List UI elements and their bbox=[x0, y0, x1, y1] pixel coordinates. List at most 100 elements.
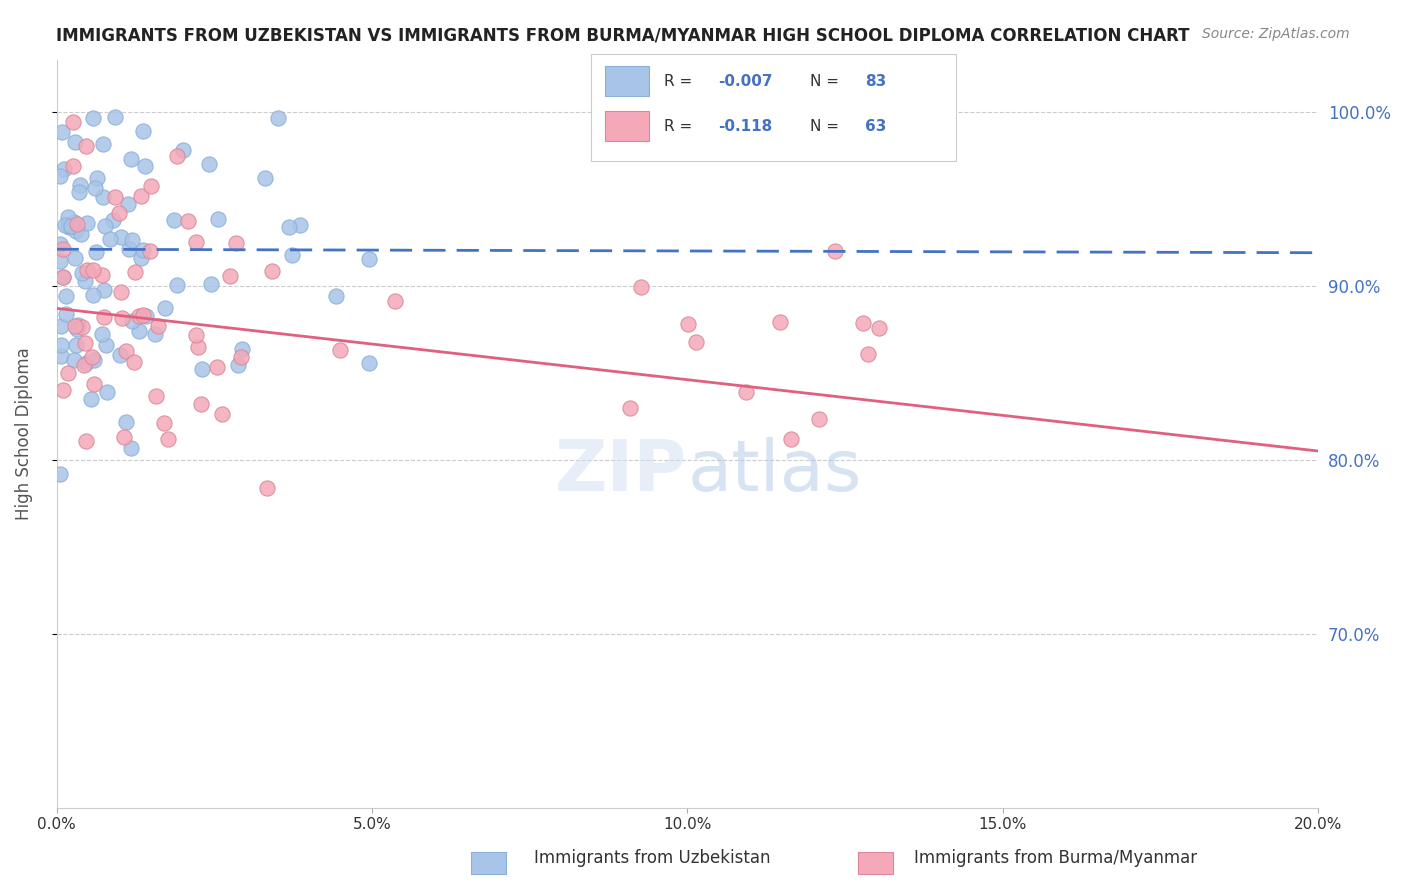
Point bbox=[107, 205, 129, 219]
Point bbox=[80, 392, 103, 407]
Point bbox=[117, 197, 139, 211]
Text: Immigrants from Uzbekistan: Immigrants from Uzbekistan bbox=[534, 849, 770, 867]
Point bbox=[118, 242, 141, 256]
Point bbox=[132, 308, 155, 322]
Point bbox=[75, 274, 97, 288]
Point bbox=[267, 111, 290, 125]
Point bbox=[52, 383, 75, 397]
Point bbox=[58, 366, 80, 380]
Point bbox=[84, 244, 107, 259]
Point bbox=[84, 181, 107, 195]
Text: -0.118: -0.118 bbox=[718, 119, 773, 134]
Point bbox=[186, 328, 208, 343]
Point bbox=[49, 236, 72, 251]
Point bbox=[166, 149, 188, 163]
Point bbox=[55, 307, 77, 321]
Point bbox=[65, 337, 87, 351]
Point bbox=[75, 139, 97, 153]
Point bbox=[104, 111, 127, 125]
Point bbox=[93, 283, 115, 297]
Point bbox=[49, 254, 72, 268]
Point bbox=[134, 159, 156, 173]
Point bbox=[108, 348, 131, 362]
Point bbox=[51, 125, 73, 139]
Point bbox=[225, 236, 247, 251]
Point bbox=[52, 269, 75, 284]
Point bbox=[143, 327, 166, 342]
Point bbox=[359, 252, 381, 266]
Point bbox=[70, 266, 93, 280]
Point bbox=[83, 352, 105, 367]
Text: Immigrants from Burma/Myanmar: Immigrants from Burma/Myanmar bbox=[914, 849, 1197, 867]
Point bbox=[211, 407, 233, 421]
Point bbox=[734, 385, 756, 400]
Point bbox=[630, 280, 652, 294]
Point bbox=[49, 467, 72, 481]
Point bbox=[112, 430, 135, 444]
Point bbox=[172, 143, 194, 157]
Point bbox=[278, 220, 301, 235]
Point bbox=[132, 124, 155, 138]
Point bbox=[207, 211, 229, 226]
Point bbox=[807, 411, 830, 425]
Point bbox=[65, 318, 87, 333]
Text: R =: R = bbox=[664, 119, 697, 134]
Point bbox=[166, 277, 188, 292]
Point bbox=[120, 152, 142, 166]
Point bbox=[122, 355, 145, 369]
Point bbox=[56, 218, 79, 232]
Point bbox=[121, 314, 143, 328]
Point bbox=[124, 264, 146, 278]
Point bbox=[115, 415, 138, 429]
Point bbox=[62, 159, 84, 173]
Point bbox=[52, 270, 75, 285]
Point bbox=[824, 244, 846, 258]
Point bbox=[229, 350, 252, 364]
Point bbox=[155, 301, 177, 315]
Point bbox=[145, 389, 167, 403]
Point bbox=[128, 324, 150, 338]
Point bbox=[129, 251, 152, 265]
Point bbox=[63, 251, 86, 265]
Point bbox=[619, 401, 641, 415]
Point bbox=[177, 214, 200, 228]
Bar bbox=[605, 112, 650, 141]
Point bbox=[163, 213, 186, 227]
Point bbox=[67, 318, 90, 332]
Point bbox=[53, 218, 76, 232]
Point bbox=[280, 247, 302, 261]
Point bbox=[94, 219, 117, 233]
Point bbox=[329, 343, 352, 357]
Text: R =: R = bbox=[664, 74, 697, 89]
Point bbox=[256, 482, 278, 496]
Point bbox=[63, 353, 86, 368]
Point bbox=[69, 178, 91, 193]
Point bbox=[51, 349, 73, 363]
Point bbox=[190, 396, 212, 410]
Point bbox=[82, 262, 104, 277]
Point bbox=[83, 377, 105, 392]
Point bbox=[90, 268, 112, 282]
Y-axis label: High School Diploma: High School Diploma bbox=[15, 347, 32, 520]
Point bbox=[96, 385, 118, 400]
Point bbox=[80, 351, 103, 365]
Point bbox=[856, 347, 879, 361]
Point bbox=[65, 224, 87, 238]
Point bbox=[62, 115, 84, 129]
Point bbox=[114, 343, 136, 358]
Point bbox=[139, 244, 162, 259]
Point bbox=[110, 285, 132, 300]
Point bbox=[678, 318, 700, 332]
Point bbox=[53, 161, 76, 176]
Point bbox=[55, 289, 77, 303]
Text: Source: ZipAtlas.com: Source: ZipAtlas.com bbox=[1202, 27, 1350, 41]
Text: N =: N = bbox=[810, 119, 844, 134]
Point bbox=[187, 340, 209, 354]
Point bbox=[60, 219, 83, 234]
Point bbox=[91, 190, 114, 204]
Point bbox=[75, 356, 97, 370]
Point bbox=[82, 287, 104, 301]
Point bbox=[146, 319, 169, 334]
Point bbox=[110, 230, 132, 244]
Point bbox=[852, 317, 875, 331]
